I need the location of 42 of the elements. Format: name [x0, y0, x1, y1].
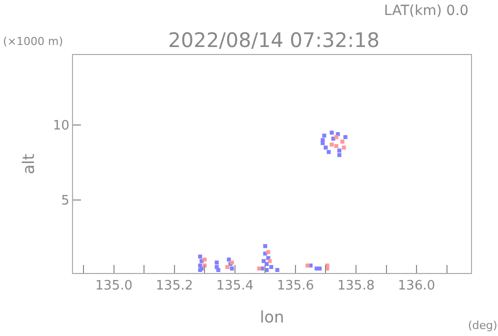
point: [275, 268, 280, 272]
point: [230, 266, 234, 271]
point: [266, 250, 270, 254]
x-tick-label: 135.6: [276, 278, 314, 294]
point: [262, 259, 266, 264]
y-tick-label: 10: [52, 118, 70, 134]
point: [337, 153, 342, 158]
point: [226, 258, 231, 262]
x-tick-label: 135.0: [95, 278, 132, 294]
x-axis-title: lon: [260, 307, 284, 326]
point: [269, 265, 274, 270]
x-tick-label: 136.0: [398, 278, 436, 294]
point: [306, 264, 310, 268]
point: [320, 138, 325, 142]
x-tick-label: 135.4: [216, 278, 254, 294]
point: [324, 146, 328, 150]
point: [216, 268, 220, 272]
point: [334, 135, 338, 140]
point: [330, 130, 334, 135]
point: [263, 244, 268, 248]
x-tick-label: 135.2: [156, 278, 193, 294]
y-tick-label: 5: [61, 193, 70, 208]
x-tick-label: 135.8: [337, 278, 375, 294]
point: [268, 259, 272, 264]
point: [340, 140, 344, 144]
point: [326, 150, 331, 154]
point: [225, 265, 230, 270]
point: [330, 142, 334, 147]
point: [334, 144, 338, 148]
chart-title: 2022/08/14 07:32:18: [168, 28, 380, 52]
point: [342, 146, 346, 150]
text: (deg): [468, 319, 498, 332]
point: [322, 134, 326, 138]
y-axis-title: alt: [18, 154, 38, 174]
point: [343, 135, 348, 140]
text: (×1000 m): [3, 35, 64, 48]
text: LAT(km) 0.0: [384, 3, 469, 19]
point: [214, 260, 219, 265]
point: [202, 258, 207, 262]
point: [257, 266, 262, 271]
point: [198, 254, 202, 259]
point: [337, 148, 342, 153]
